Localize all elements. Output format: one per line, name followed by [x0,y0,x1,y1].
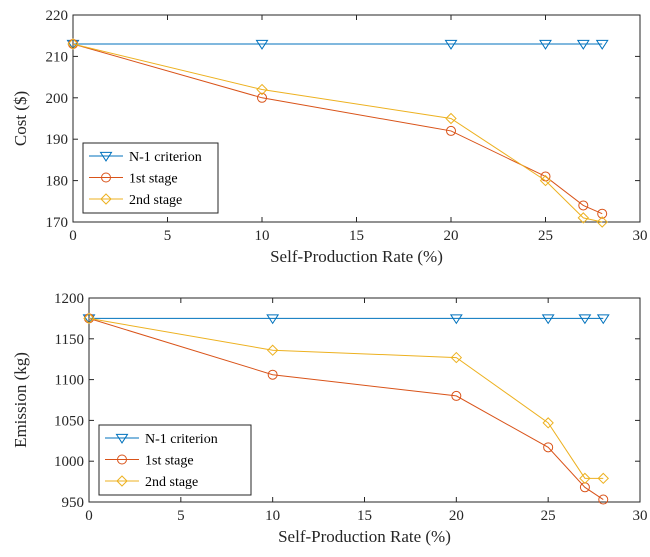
data-point [445,112,457,125]
legend: N-1 criterion 1st stage 2nd stage [98,424,252,496]
legend-entry-label: N-1 criterion [129,150,202,165]
data-point [541,314,555,325]
x-tick-label: 15 [357,508,372,524]
data-point [255,39,269,50]
series-line [88,317,604,479]
y-tick-label: 200 [46,91,69,107]
data-point [446,125,456,136]
series-0 [82,314,610,325]
data-point [578,314,592,325]
data-point [83,312,95,325]
data-point [450,351,463,364]
data-point [449,314,463,325]
y-axis-label: Cost ($) [11,91,30,146]
y-axis-label: Emission (kg) [11,352,30,448]
series-line [72,43,603,215]
data-point [595,39,609,50]
y-tick-label: 950 [62,495,85,511]
data-point [444,39,458,50]
legend-entry-label: 1st stage [129,172,178,187]
x-tick-label: 5 [177,508,185,524]
y-tick-label: 190 [46,132,69,148]
x-tick-label: 15 [349,228,364,244]
data-point [67,38,79,50]
series-line [72,43,603,223]
series-2 [67,38,608,228]
data-point [451,390,462,401]
data-point [257,92,267,103]
data-point [543,442,554,453]
legend-entry-label: 2nd stage [145,475,198,490]
x-tick-label: 30 [633,228,648,244]
x-axis-label: Self-Production Rate (%) [270,247,443,266]
y-tick-label: 1200 [54,291,84,307]
data-point [576,39,590,50]
cost-chart: 0 5 10 15 20 25 30 170 180 190 200 210 220 Self-Produ… [11,8,648,266]
data-point [267,369,278,380]
y-tick-label: 180 [46,174,69,190]
y-tick-label: 210 [46,49,69,65]
x-axis-label: Self-Production Rate (%) [278,527,451,546]
legend-entry-label: 2nd stage [129,193,182,208]
data-point [579,472,591,485]
x-tick-label: 25 [541,508,556,524]
data-point [266,344,279,356]
legend-entry-label: 1st stage [145,454,194,469]
data-point [256,83,268,96]
legend-marker [100,193,112,205]
data-point [539,39,552,50]
y-tick-label: 220 [46,8,69,24]
y-tick-label: 1050 [54,413,84,429]
y-tick-label: 1100 [55,373,84,389]
x-tick-label: 10 [255,228,270,244]
legend-marker [117,454,127,465]
y-tick-label: 1000 [54,454,84,470]
data-point [597,472,609,485]
x-tick-label: 20 [444,228,459,244]
y-tick-label: 170 [46,215,69,231]
series-line [88,317,604,500]
legend-marker [101,172,111,183]
legend-marker [116,475,128,487]
data-point [597,208,608,219]
x-tick-label: 0 [69,228,77,244]
x-tick-label: 5 [164,228,172,244]
data-point [596,216,608,228]
data-point [539,174,552,187]
legend-marker [99,151,113,162]
emission-chart: 0 5 10 15 20 25 30 950 1000 1050 1100 1150 1200 Self-… [11,291,648,546]
x-tick-label: 0 [85,508,93,524]
y-tick-label: 1150 [55,332,84,348]
legend: N-1 criterion 1st stage 2nd stage [82,142,219,214]
x-tick-label: 30 [633,508,648,524]
series-2 [83,312,609,485]
data-point [577,212,590,224]
x-tick-label: 10 [265,508,280,524]
x-tick-label: 20 [449,508,464,524]
x-tick-label: 25 [538,228,553,244]
data-point [596,314,610,325]
legend-marker [115,433,129,444]
data-point [542,417,554,429]
series-0 [66,39,609,50]
data-point [578,200,589,211]
legend-entry-label: N-1 criterion [145,432,218,447]
data-point [266,314,280,325]
data-point [598,494,609,505]
